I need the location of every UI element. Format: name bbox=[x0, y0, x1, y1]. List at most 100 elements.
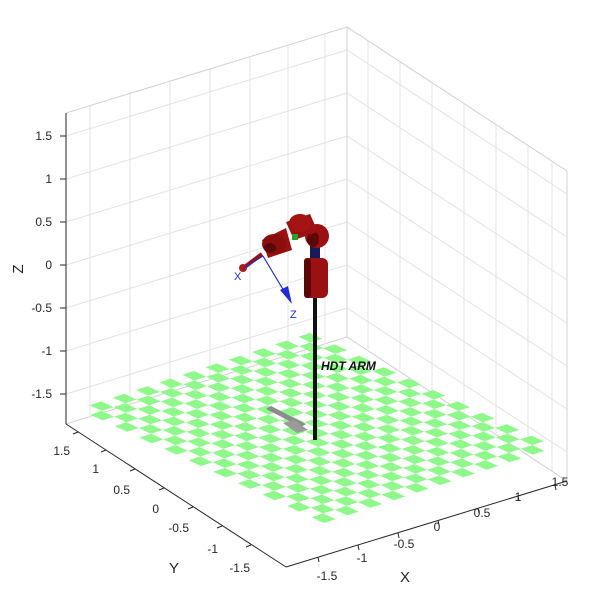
floor-tile bbox=[285, 483, 310, 493]
floor-tile bbox=[377, 433, 401, 444]
floor-tile bbox=[332, 467, 356, 478]
x-tick-label: 0 bbox=[434, 520, 441, 534]
y-tick-label: 1 bbox=[92, 462, 99, 476]
floor-tile bbox=[258, 433, 283, 444]
z-axis-label: Z bbox=[10, 264, 27, 273]
floor-tile bbox=[372, 376, 397, 387]
frame-x-axis bbox=[243, 255, 264, 269]
floor-tile bbox=[186, 428, 211, 438]
arm-joint-wrist-shade bbox=[264, 243, 276, 253]
floor-tile bbox=[235, 450, 260, 461]
floor-tile bbox=[372, 367, 397, 377]
floor-tile bbox=[283, 454, 308, 465]
grid-right-wall bbox=[346, 26, 568, 482]
floor-tile bbox=[205, 363, 230, 373]
arm-end-link bbox=[244, 252, 264, 268]
floor-tile bbox=[399, 416, 424, 427]
floor-tile bbox=[235, 441, 259, 451]
floor-tile bbox=[352, 422, 377, 432]
floor-tile bbox=[398, 397, 423, 408]
y-tick-label: 0.5 bbox=[113, 483, 130, 497]
floor-tile bbox=[349, 384, 374, 394]
floor-tile bbox=[474, 460, 498, 470]
floor-tile bbox=[229, 365, 254, 375]
floor-tile bbox=[232, 403, 257, 413]
floor-tile bbox=[403, 473, 428, 484]
floor-tile bbox=[427, 475, 452, 485]
end-effector bbox=[239, 264, 247, 272]
floor-tile bbox=[326, 391, 351, 402]
x-tick-label: -1.5 bbox=[317, 569, 338, 583]
floor-tile bbox=[334, 496, 359, 506]
floor-tile bbox=[184, 399, 209, 409]
floor-tile bbox=[282, 435, 307, 446]
floor-tile bbox=[325, 382, 350, 392]
floor-tile bbox=[520, 445, 545, 455]
floor-tile bbox=[262, 490, 287, 501]
floor-tile bbox=[401, 445, 426, 455]
floor-tile bbox=[310, 494, 335, 504]
floor-tile bbox=[307, 456, 332, 466]
floor-tile bbox=[139, 433, 164, 444]
floor-tile bbox=[259, 443, 283, 453]
floor-tile bbox=[252, 357, 277, 368]
floor-tile bbox=[497, 452, 522, 463]
floor-tile bbox=[183, 390, 208, 400]
x-tick-label: 1.5 bbox=[552, 475, 569, 489]
floor-tile bbox=[278, 378, 302, 389]
floor-tile bbox=[330, 439, 354, 449]
floor-tile bbox=[449, 448, 474, 459]
floor-tile bbox=[349, 374, 373, 385]
floor-tile bbox=[188, 447, 212, 457]
floor-tile bbox=[284, 464, 309, 474]
floor-tile bbox=[397, 388, 422, 398]
floor-tile bbox=[374, 395, 399, 406]
floor-tile bbox=[233, 422, 258, 432]
floor-tile bbox=[299, 352, 324, 362]
floor-tile bbox=[299, 342, 323, 352]
grid-left-wall bbox=[65, 26, 348, 425]
floor-tile bbox=[136, 386, 160, 396]
floor-tile bbox=[323, 353, 348, 364]
checkerboard-floor bbox=[89, 333, 545, 523]
floor-tile bbox=[426, 456, 451, 466]
floor-tile bbox=[209, 420, 234, 430]
floor-tile bbox=[161, 407, 186, 417]
floor-tile bbox=[470, 412, 495, 423]
floor-tile bbox=[228, 355, 253, 366]
floor-tile bbox=[212, 458, 237, 468]
floor-tile bbox=[448, 439, 473, 449]
floor-tile bbox=[398, 407, 423, 417]
floor-tile bbox=[379, 471, 404, 482]
floor-tile bbox=[355, 460, 380, 470]
floor-tile bbox=[325, 372, 349, 383]
floor-tile bbox=[358, 498, 382, 508]
floor-tile bbox=[159, 388, 184, 398]
floor-tile bbox=[447, 420, 472, 430]
floor-tile bbox=[210, 429, 235, 440]
floor-tile bbox=[309, 485, 334, 495]
floor-tile bbox=[423, 418, 448, 428]
floor-tile bbox=[380, 481, 405, 491]
floor-tile bbox=[233, 412, 257, 423]
floor-tile bbox=[260, 462, 285, 472]
floor-tile bbox=[357, 488, 382, 499]
floor-tile bbox=[163, 435, 188, 446]
floor-tile bbox=[327, 401, 352, 411]
floor-tile bbox=[427, 466, 451, 476]
floor-tile bbox=[276, 359, 301, 370]
end-effector-frame: X Z bbox=[234, 255, 297, 321]
floor-tile bbox=[324, 363, 349, 373]
floor-tile bbox=[347, 355, 372, 366]
floor-tile bbox=[424, 428, 449, 438]
floor-tile bbox=[375, 405, 399, 415]
floor-tile bbox=[208, 401, 233, 411]
z-tick-label: 1 bbox=[45, 172, 52, 186]
x-tick-label: 0.5 bbox=[474, 506, 491, 520]
floor-tile bbox=[275, 350, 300, 360]
floor-tile bbox=[348, 365, 373, 375]
x-tick-label: -0.5 bbox=[394, 537, 415, 551]
arm-joint-elbow bbox=[289, 214, 311, 232]
floor-tile bbox=[207, 391, 232, 402]
floor-tile bbox=[402, 454, 427, 465]
